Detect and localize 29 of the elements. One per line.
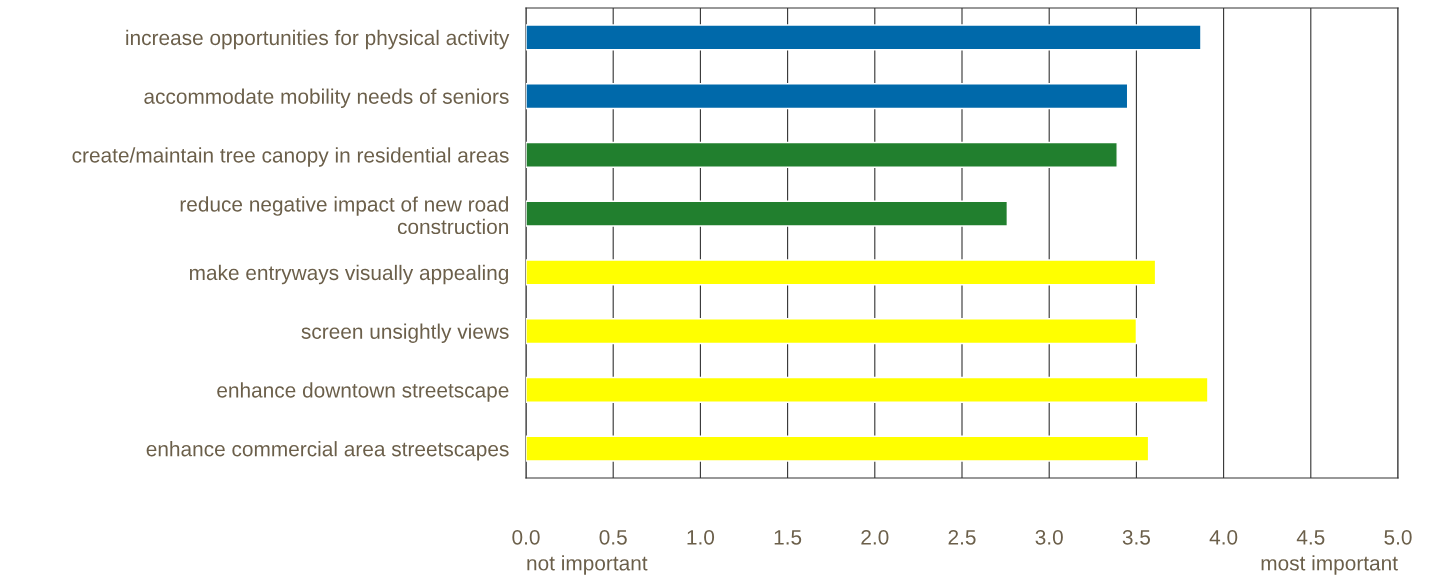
y-tick-label: enhance downtown streetscape — [217, 382, 509, 402]
y-tick-label: screen unsightly views — [301, 323, 509, 343]
x-tick-label: 4.0 — [1209, 529, 1238, 545]
x-tick-label: 2.5 — [948, 529, 976, 545]
y-tick-label: enhance commercial area streetscapes — [146, 441, 509, 461]
bar — [526, 24, 1202, 51]
bar — [526, 200, 1009, 227]
bar — [526, 141, 1118, 168]
bar — [526, 376, 1209, 403]
y-tick-label: accommodate mobility needs of seniors — [144, 88, 509, 108]
y-tick-label: make entryways visually appealing — [189, 264, 509, 285]
x-tick-label: 3.0 — [1035, 529, 1063, 545]
x-tick-label: 0.5 — [599, 529, 627, 545]
bar — [526, 259, 1157, 286]
text: most important — [1261, 555, 1398, 575]
bar — [526, 435, 1150, 462]
x-tick-label: 3.5 — [1122, 529, 1151, 545]
text: not important — [527, 555, 648, 575]
x-tick-label: 0.0 — [512, 529, 540, 545]
x-tick-label: 1.0 — [687, 529, 715, 545]
x-tick-label: 5.0 — [1384, 529, 1412, 545]
y-tick-label: create/maintain tree canopy in residential areas — [72, 147, 509, 167]
y-tick-label: reduce negative impact of new road construction — [180, 196, 509, 235]
bar — [526, 318, 1138, 345]
bar — [526, 83, 1129, 110]
x-tick-label: 4.5 — [1296, 530, 1325, 545]
x-tick-label: 1.5 — [774, 530, 802, 545]
y-tick-label: increase opportunities for physical activity — [126, 29, 510, 50]
x-tick-label: 2.0 — [861, 529, 889, 545]
